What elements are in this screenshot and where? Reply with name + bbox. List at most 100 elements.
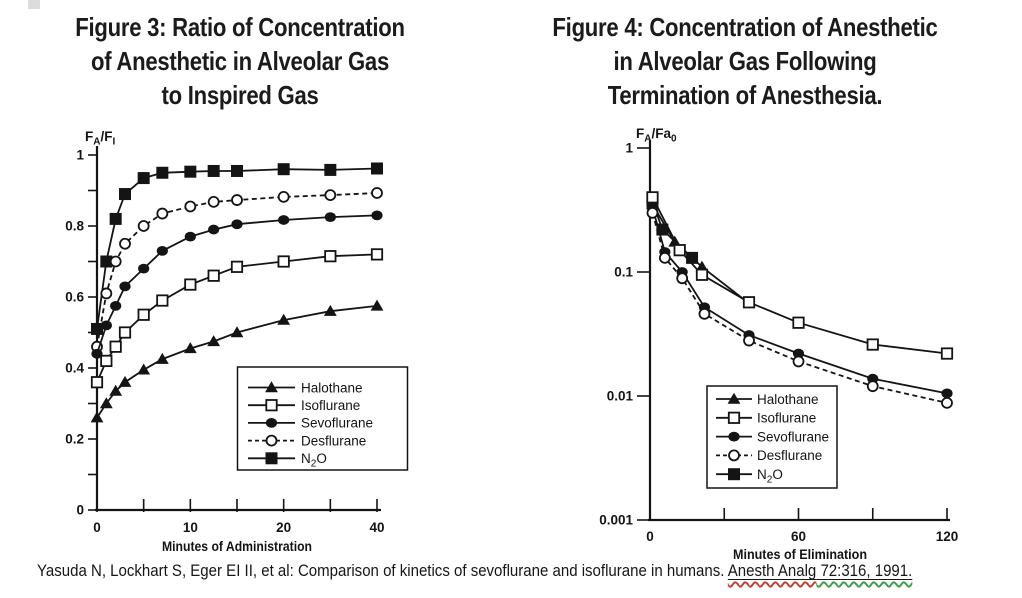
fig3-xtick-10: 10 (183, 520, 198, 535)
fig3-xtick-20: 20 (276, 520, 291, 535)
fig4-xtick-60: 60 (791, 529, 806, 544)
circle-filled-marker (371, 210, 383, 221)
circle-filled-marker (100, 320, 112, 331)
square-filled-marker (184, 165, 197, 178)
circle-open-marker (184, 200, 197, 213)
square-filled-marker (137, 172, 150, 185)
fig3-ytick-06: 0.6 (65, 290, 84, 305)
figure3-title: Figure 3: Ratio of Concentration of Anes… (28, 10, 453, 112)
fig3-series-desflurane (91, 187, 383, 353)
circle-filled-marker (265, 418, 278, 428)
square-filled-marker (728, 468, 740, 481)
triangle-filled-marker (207, 335, 221, 347)
triangle-filled-marker (265, 381, 278, 393)
triangle-filled-marker (155, 352, 169, 364)
citation-volume-year[interactable]: 72:316, 1991. (816, 562, 913, 580)
fig3-ytick-1: 1 (76, 148, 84, 163)
triangle-filled-marker (109, 384, 123, 396)
fig4-legend-label-n2o: N2O (757, 467, 783, 486)
fig3-legend-label-n2o: N2O (301, 451, 327, 470)
citation-link[interactable]: Anesth Analg 72:316, 1991. (728, 562, 913, 580)
fig4-xtick-120: 120 (936, 529, 959, 544)
fig4-line-desflurane (651, 212, 948, 404)
circle-filled-marker (941, 388, 953, 399)
square-open-marker (100, 354, 113, 368)
triangle-filled-marker (727, 392, 741, 404)
circle-open-marker (728, 449, 740, 462)
citation: Yasuda N, Lockhart S, Eger EI II, et al:… (37, 562, 912, 581)
circle-filled-marker (91, 348, 103, 359)
square-open-marker (207, 269, 220, 282)
citation-text: Yasuda N, Lockhart S, Eger EI II, et al:… (37, 562, 728, 580)
triangle-filled-marker (137, 363, 151, 375)
figure4-title-line3: Termination of Anesthesia. (607, 80, 883, 110)
square-open-marker (940, 347, 954, 360)
circle-open-marker (866, 380, 879, 393)
square-filled-marker (156, 166, 169, 179)
fig3-legend-item-isoflurane: Isoflurane (248, 398, 360, 413)
circle-filled-marker (138, 263, 150, 274)
fig4-legend-item-n2o: N2O (716, 467, 783, 486)
fig4-series-sevoflurane (646, 202, 953, 399)
square-open-marker (277, 255, 290, 268)
square-open-marker (695, 268, 709, 281)
circle-filled-marker (156, 245, 168, 256)
triangle-filled-marker (99, 397, 113, 409)
circle-open-marker (231, 194, 243, 206)
triangle-filled-marker (230, 326, 244, 338)
triangle-filled-marker (370, 299, 384, 311)
circle-open-marker (137, 220, 150, 232)
fig3-legend-label-isoflurane: Isoflurane (301, 398, 360, 413)
fig3-series-halothane (90, 299, 384, 423)
fig4-legend-label-sevoflurane: Sevoflurane (757, 429, 829, 444)
fig3-series-isoflurane (90, 248, 384, 389)
circle-open-marker (658, 251, 671, 264)
circle-filled-marker (119, 281, 131, 292)
fig4-legend-item-halothane: Halothane (716, 392, 819, 407)
fig3-x-axis-label: Minutes of Administration (162, 539, 312, 554)
circle-open-marker (371, 187, 383, 199)
fig4-series-isoflurane (646, 191, 954, 360)
square-open-marker (109, 340, 122, 353)
fig3-ytick-08: 0.8 (65, 219, 84, 234)
fig4-line-halothane (651, 204, 745, 301)
circle-filled-marker (231, 219, 243, 230)
figure3-title-line1: Figure 3: Ratio of Concentration (75, 12, 405, 42)
circle-filled-marker (278, 215, 290, 225)
circle-open-marker (277, 190, 290, 203)
circle-open-marker (941, 396, 953, 409)
circle-open-marker (324, 189, 337, 202)
square-open-marker (184, 278, 197, 291)
triangle-filled-marker (277, 313, 291, 325)
circle-open-marker (156, 207, 169, 220)
square-filled-marker (207, 164, 220, 177)
square-filled-marker (371, 162, 383, 175)
circle-open-marker (698, 307, 711, 320)
circle-open-marker (646, 206, 659, 219)
fig4-series-desflurane (646, 206, 953, 409)
fig4-xtick-0: 0 (646, 529, 654, 544)
fig3-xtick-0: 0 (93, 520, 101, 535)
fig3-series-n2o (91, 162, 383, 335)
circle-open-marker (792, 355, 805, 368)
circle-open-marker (109, 255, 122, 268)
fig4-ytick-0001: 0.001 (599, 513, 633, 528)
square-open-marker (370, 248, 384, 261)
square-open-marker (866, 338, 879, 351)
square-filled-marker (324, 163, 337, 176)
fig4-ytick-1: 1 (625, 141, 633, 156)
screen-edge-artifact (28, 0, 40, 9)
fig3-legend-label-halothane: Halothane (301, 380, 363, 395)
square-filled-marker (109, 212, 122, 225)
circle-filled-marker (792, 348, 805, 359)
circle-filled-marker (184, 231, 196, 242)
square-filled-marker (277, 163, 290, 176)
circle-open-marker (207, 195, 220, 208)
citation-journal[interactable]: Anesth Analg (727, 562, 817, 580)
square-open-marker (792, 316, 805, 329)
fig3-ytick-04: 0.4 (65, 361, 84, 376)
triangle-filled-marker (183, 342, 197, 354)
figure4-chart: 1 0.1 0.01 0.001 0 60 120 FA/Fa0 Minutes of Elim… (599, 126, 959, 562)
